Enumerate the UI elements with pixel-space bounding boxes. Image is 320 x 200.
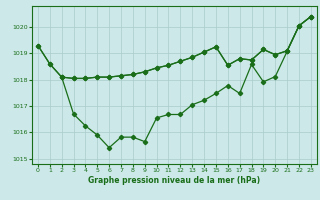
X-axis label: Graphe pression niveau de la mer (hPa): Graphe pression niveau de la mer (hPa) [88, 176, 260, 185]
